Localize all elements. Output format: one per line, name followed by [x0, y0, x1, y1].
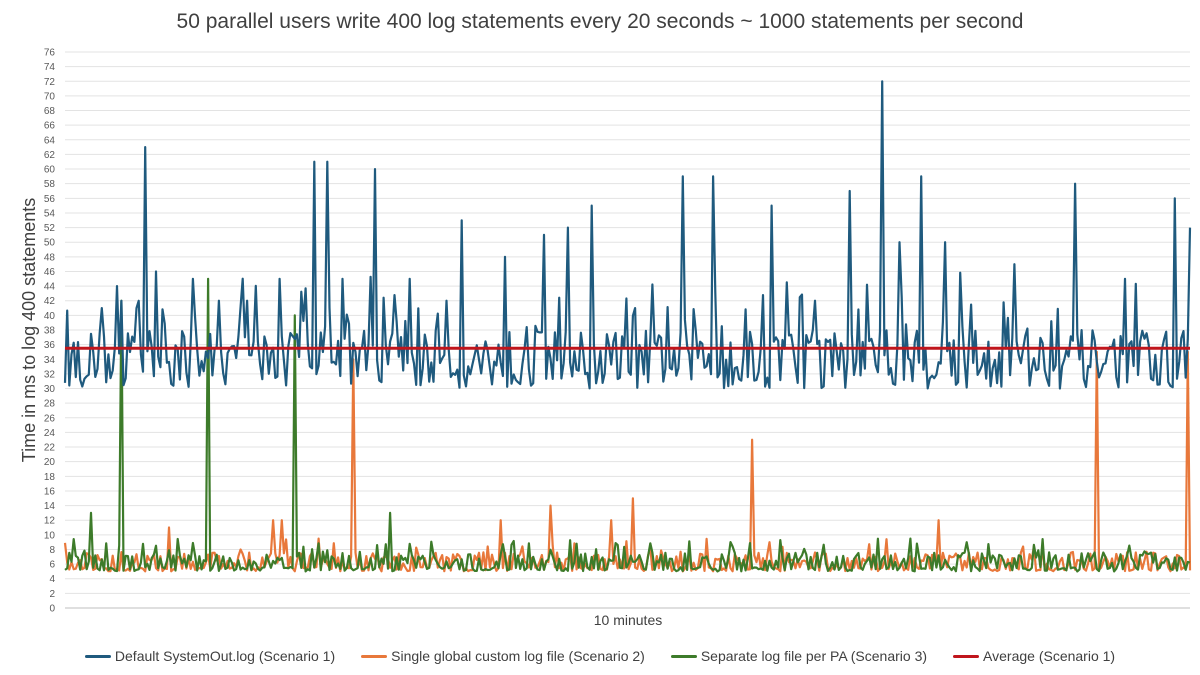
legend-item-scenario-2: Single global custom log file (Scenario … [361, 648, 645, 664]
legend-swatch [361, 654, 388, 658]
y-tick-label: 68 [44, 106, 56, 117]
y-axis-label: Time in ms to log 400 statements [19, 198, 39, 462]
legend-item-scenario-3: Separate log file per PA (Scenario 3) [670, 648, 928, 664]
legend-swatch [84, 654, 111, 658]
y-tick-label: 10 [44, 530, 56, 541]
y-tick-label: 6 [49, 560, 55, 571]
legend-label: Separate log file per PA (Scenario 3) [700, 648, 928, 664]
y-tick-label: 8 [49, 545, 55, 556]
chart-title: 50 parallel users write 400 log statemen… [176, 10, 1024, 33]
y-tick-label: 64 [44, 135, 56, 146]
y-tick-label: 54 [44, 208, 56, 219]
y-tick-label: 44 [44, 282, 56, 293]
y-tick-label: 12 [44, 516, 56, 527]
y-tick-label: 48 [44, 252, 56, 263]
y-tick-label: 16 [44, 486, 56, 497]
y-tick-label: 32 [44, 369, 56, 380]
legend: Default SystemOut.log (Scenario 1) Singl… [0, 648, 1200, 664]
y-tick-labels: 0246810121416182022242628303234363840424… [44, 48, 56, 615]
y-tick-label: 46 [44, 267, 56, 278]
y-tick-label: 62 [44, 150, 56, 161]
y-tick-label: 14 [44, 501, 56, 512]
legend-label: Default SystemOut.log (Scenario 1) [114, 648, 336, 664]
y-tick-label: 56 [44, 194, 56, 205]
y-tick-label: 24 [44, 428, 56, 439]
legend-swatch [670, 654, 697, 658]
y-tick-label: 28 [44, 399, 56, 410]
legend-item-average: Average (Scenario 1) [953, 648, 1115, 664]
series-lines [63, 80, 1192, 573]
y-tick-label: 34 [44, 355, 56, 366]
y-tick-label: 26 [44, 413, 56, 424]
series-line-3 [64, 277, 1191, 573]
y-tick-label: 52 [44, 223, 56, 234]
legend-item-scenario-1: Default SystemOut.log (Scenario 1) [84, 648, 336, 664]
y-tick-label: 18 [44, 472, 56, 483]
y-tick-label: 36 [44, 340, 56, 351]
y-tick-label: 70 [44, 91, 56, 102]
y-tick-label: 76 [44, 48, 56, 59]
legend-swatch [953, 654, 980, 658]
x-axis-label: 10 minutes [593, 612, 663, 628]
y-tick-label: 38 [44, 326, 56, 337]
y-tick-label: 66 [44, 121, 56, 132]
y-tick-label: 0 [49, 604, 55, 615]
y-tick-label: 20 [44, 457, 56, 468]
y-tick-label: 2 [49, 589, 55, 600]
y-tick-label: 58 [44, 179, 56, 190]
legend-label: Average (Scenario 1) [983, 648, 1116, 664]
y-tick-label: 30 [44, 384, 56, 395]
y-tick-label: 42 [44, 296, 56, 307]
y-tick-label: 74 [44, 62, 56, 73]
y-tick-label: 60 [44, 165, 56, 176]
series-line-1 [63, 80, 1192, 390]
y-tick-label: 22 [44, 443, 56, 454]
y-tick-label: 72 [44, 77, 56, 88]
y-tick-label: 40 [44, 311, 56, 322]
y-tick-label: 50 [44, 238, 56, 249]
y-tick-label: 4 [49, 574, 55, 585]
legend-label: Single global custom log file (Scenario … [391, 648, 645, 664]
